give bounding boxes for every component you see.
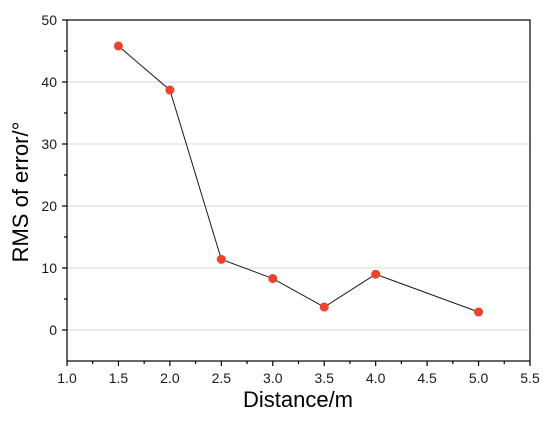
x-tick-label-3: 2.5 <box>212 370 232 386</box>
y-axis-title: RMS of error/° <box>8 122 33 263</box>
data-point <box>113 41 123 51</box>
x-tick-label-0: 1.0 <box>57 370 77 386</box>
y-tick-label-2: 20 <box>41 198 57 214</box>
gridlines <box>67 81 530 331</box>
x-tick-label-6: 4.0 <box>366 370 386 386</box>
y-tick-label-3: 30 <box>41 136 57 152</box>
x-tick-label-7: 4.5 <box>417 370 437 386</box>
y-tick-label-4: 40 <box>41 74 57 90</box>
axes <box>66 19 531 362</box>
x-tick-label-4: 3.0 <box>263 370 283 386</box>
y-tick-label-5: 50 <box>41 12 57 28</box>
plot-frame <box>66 19 531 362</box>
x-axis-title: Distance/m <box>243 387 353 412</box>
data-point <box>165 85 175 95</box>
ticks: 1.0 1.5 2.0 2.5 3.0 3.5 4.0 4.5 5.0 5.5 0 10 20 30 40 5… <box>41 12 540 386</box>
x-tick-label-9: 5.5 <box>520 370 540 386</box>
data-point <box>474 307 484 317</box>
y-tick-label-1: 10 <box>41 260 57 276</box>
data-point <box>216 254 226 264</box>
x-tick-label-2: 2.0 <box>160 370 180 386</box>
y-tick-label-0: 0 <box>49 322 57 338</box>
x-tick-label-5: 3.5 <box>314 370 334 386</box>
series-layer <box>113 41 484 317</box>
data-point <box>371 269 381 279</box>
data-point <box>319 302 329 312</box>
series-line-0 <box>118 45 479 313</box>
data-point <box>268 274 278 284</box>
x-tick-label-1: 1.5 <box>109 370 129 386</box>
x-tick-label-8: 5.0 <box>469 370 489 386</box>
